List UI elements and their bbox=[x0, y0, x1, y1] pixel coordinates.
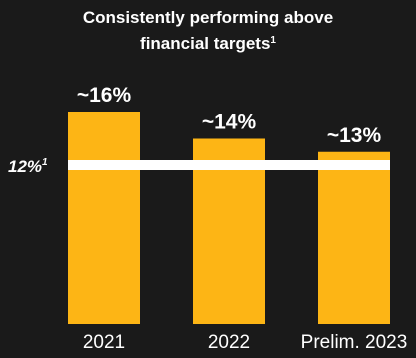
x-tick-label-1: 2022 bbox=[208, 332, 250, 353]
chart-title-line-2-text: financial targets bbox=[140, 34, 271, 53]
labels-group: ~16% 2021 ~14% 2022 ~13% Prelim. 2023 bbox=[77, 84, 407, 353]
target-label-footnote-mark: 1 bbox=[42, 157, 48, 168]
chart-title-footnote-mark: 1 bbox=[270, 35, 276, 46]
target-group: 12%1 bbox=[8, 157, 390, 176]
bar-2 bbox=[318, 151, 390, 324]
bars-group bbox=[68, 112, 390, 324]
data-label-0: ~16% bbox=[77, 84, 132, 107]
data-label-1: ~14% bbox=[202, 111, 257, 134]
target-label: 12%1 bbox=[8, 157, 48, 176]
data-label-2: ~13% bbox=[327, 124, 382, 147]
chart-title: Consistently performing above financial … bbox=[0, 6, 416, 55]
chart-title-line-2: financial targets1 bbox=[0, 29, 416, 55]
x-tick-label-2: Prelim. 2023 bbox=[301, 332, 408, 353]
target-line bbox=[68, 160, 390, 170]
chart-title-line-1: Consistently performing above bbox=[82, 8, 334, 27]
target-label-value: 12% bbox=[8, 157, 42, 176]
bar-0 bbox=[68, 112, 140, 324]
x-tick-label-0: 2021 bbox=[83, 332, 125, 353]
